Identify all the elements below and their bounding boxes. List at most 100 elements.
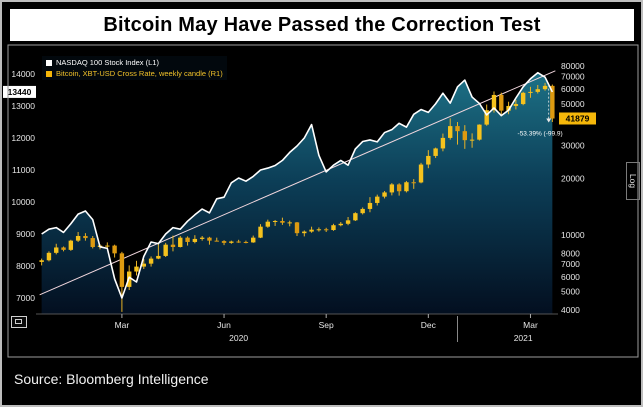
left-axis-tick-label: 10000 xyxy=(11,197,35,207)
left-axis-tick-label: 12000 xyxy=(11,133,35,143)
btc-candle xyxy=(360,208,365,214)
left-axis-tick-label: 14000 xyxy=(11,69,35,79)
btc-candle xyxy=(163,244,168,256)
btc-candle xyxy=(192,238,198,242)
right-axis-tick-label: 4000 xyxy=(561,305,580,315)
btc-candle xyxy=(236,241,241,243)
btc-candle xyxy=(542,85,548,90)
btc-candle xyxy=(353,213,358,221)
btc-candle xyxy=(90,238,95,247)
left-axis-tick-label: 11000 xyxy=(12,165,35,175)
btc-candle xyxy=(83,235,88,239)
chart-area: 14000 13000 12000 11000 10000 9000 8000 7000 800… xyxy=(2,44,643,362)
nasdaq-swatch-icon xyxy=(46,59,52,66)
btc-candle xyxy=(221,241,227,243)
title-bar: Bitcoin May Have Passed the Correction T… xyxy=(10,9,634,41)
btc-candle xyxy=(448,126,453,138)
right-axis-tick-label: 8000 xyxy=(561,248,580,258)
btc-candle xyxy=(433,148,438,156)
btc-candle xyxy=(309,229,314,232)
btc-candle xyxy=(411,182,416,184)
right-axis-tick-label: 5000 xyxy=(561,287,580,297)
x-axis-tick-label: Sep xyxy=(319,320,334,330)
bitcoin-swatch-icon xyxy=(46,70,52,77)
chart-expand-icon[interactable] xyxy=(11,316,27,328)
btc-candle xyxy=(68,240,74,250)
btc-candle xyxy=(462,131,468,141)
btc-candle xyxy=(243,241,249,243)
btc-candle xyxy=(39,260,44,262)
btc-candle xyxy=(331,225,336,231)
btc-candle xyxy=(375,196,380,203)
btc-candle xyxy=(46,252,52,261)
right-axis-tick-label: 60000 xyxy=(561,84,585,94)
btc-candle xyxy=(287,222,292,224)
nasdaq-area xyxy=(41,72,553,314)
right-axis-badge xyxy=(559,112,596,125)
btc-candle xyxy=(54,247,59,253)
btc-candle xyxy=(528,91,533,93)
chart-frame xyxy=(7,44,639,358)
left-axis-tick-label: 9000 xyxy=(16,229,35,239)
legend-label-nasdaq: NASDAQ 100 Stock Index (L1) xyxy=(56,58,159,67)
btc-candle xyxy=(207,237,212,241)
right-axis-tick-label: 7000 xyxy=(561,259,580,269)
annotation-label: -53.39% (-99.9) xyxy=(518,130,563,137)
btc-candle xyxy=(258,226,263,238)
x-axis-tick-label: Mar xyxy=(523,320,538,330)
x-axis-tick-label: Dec xyxy=(421,320,437,330)
btc-candle xyxy=(404,182,409,192)
btc-candle xyxy=(148,258,154,264)
source-caption: Source: Bloomberg Intelligence xyxy=(14,371,209,387)
nasdaq-line xyxy=(41,71,554,299)
left-axis-badge-value: 13440 xyxy=(8,87,32,97)
btc-candle xyxy=(535,89,540,92)
legend-item-nasdaq: NASDAQ 100 Stock Index (L1) xyxy=(46,58,223,67)
legend-label-bitcoin: Bitcoin, XBT-USD Cross Rate, weekly cand… xyxy=(56,69,223,78)
btc-candle xyxy=(214,240,219,242)
chart-legend: NASDAQ 100 Stock Index (L1) Bitcoin, XBT… xyxy=(42,56,227,80)
btc-candle xyxy=(302,231,307,234)
btc-candle xyxy=(338,223,343,226)
btc-candle xyxy=(119,253,125,287)
year-label: 2020 xyxy=(229,333,248,343)
right-axis-tick-label: 10000 xyxy=(561,230,585,240)
right-axis-tick-label: 50000 xyxy=(561,99,585,109)
btc-candle xyxy=(134,266,139,272)
left-axis-tick-label: 8000 xyxy=(16,261,35,271)
x-axis-tick-label: Mar xyxy=(115,320,130,330)
btc-candle xyxy=(178,237,183,247)
log-scale-label: Log xyxy=(626,162,640,200)
btc-candle xyxy=(477,124,482,140)
left-axis-tick-label: 7000 xyxy=(16,293,35,303)
btc-candle xyxy=(469,139,475,141)
btc-candle xyxy=(499,94,504,111)
btc-candle xyxy=(316,229,322,231)
right-axis-badge-value: 41879 xyxy=(566,113,590,123)
right-axis-tick-label: 70000 xyxy=(561,72,585,82)
btc-candle xyxy=(280,221,285,223)
btc-candle xyxy=(506,105,511,111)
chart-title: Bitcoin May Have Passed the Correction T… xyxy=(103,13,541,36)
chart-canvas[interactable]: 1400013000120001100010000900080007000800… xyxy=(2,44,643,362)
btc-candle xyxy=(513,104,519,106)
btc-candle xyxy=(105,245,110,247)
btc-candle xyxy=(484,110,489,125)
legend-item-bitcoin: Bitcoin, XBT-USD Cross Rate, weekly cand… xyxy=(46,69,223,78)
btc-candle xyxy=(396,184,402,192)
btc-candle xyxy=(251,237,256,243)
btc-candle xyxy=(426,155,431,165)
btc-candle xyxy=(199,237,205,239)
btc-candle xyxy=(170,244,176,247)
btc-candle xyxy=(185,237,190,242)
x-axis-tick-label: Jun xyxy=(217,320,231,330)
btc-candle xyxy=(265,221,271,227)
btc-candle xyxy=(229,241,234,243)
right-axis-tick-label: 80000 xyxy=(561,61,585,71)
btc-candle xyxy=(389,184,395,193)
btc-candle xyxy=(550,85,555,119)
btc-candle xyxy=(112,245,117,254)
btc-candle xyxy=(323,229,329,231)
btc-candle xyxy=(418,164,424,183)
